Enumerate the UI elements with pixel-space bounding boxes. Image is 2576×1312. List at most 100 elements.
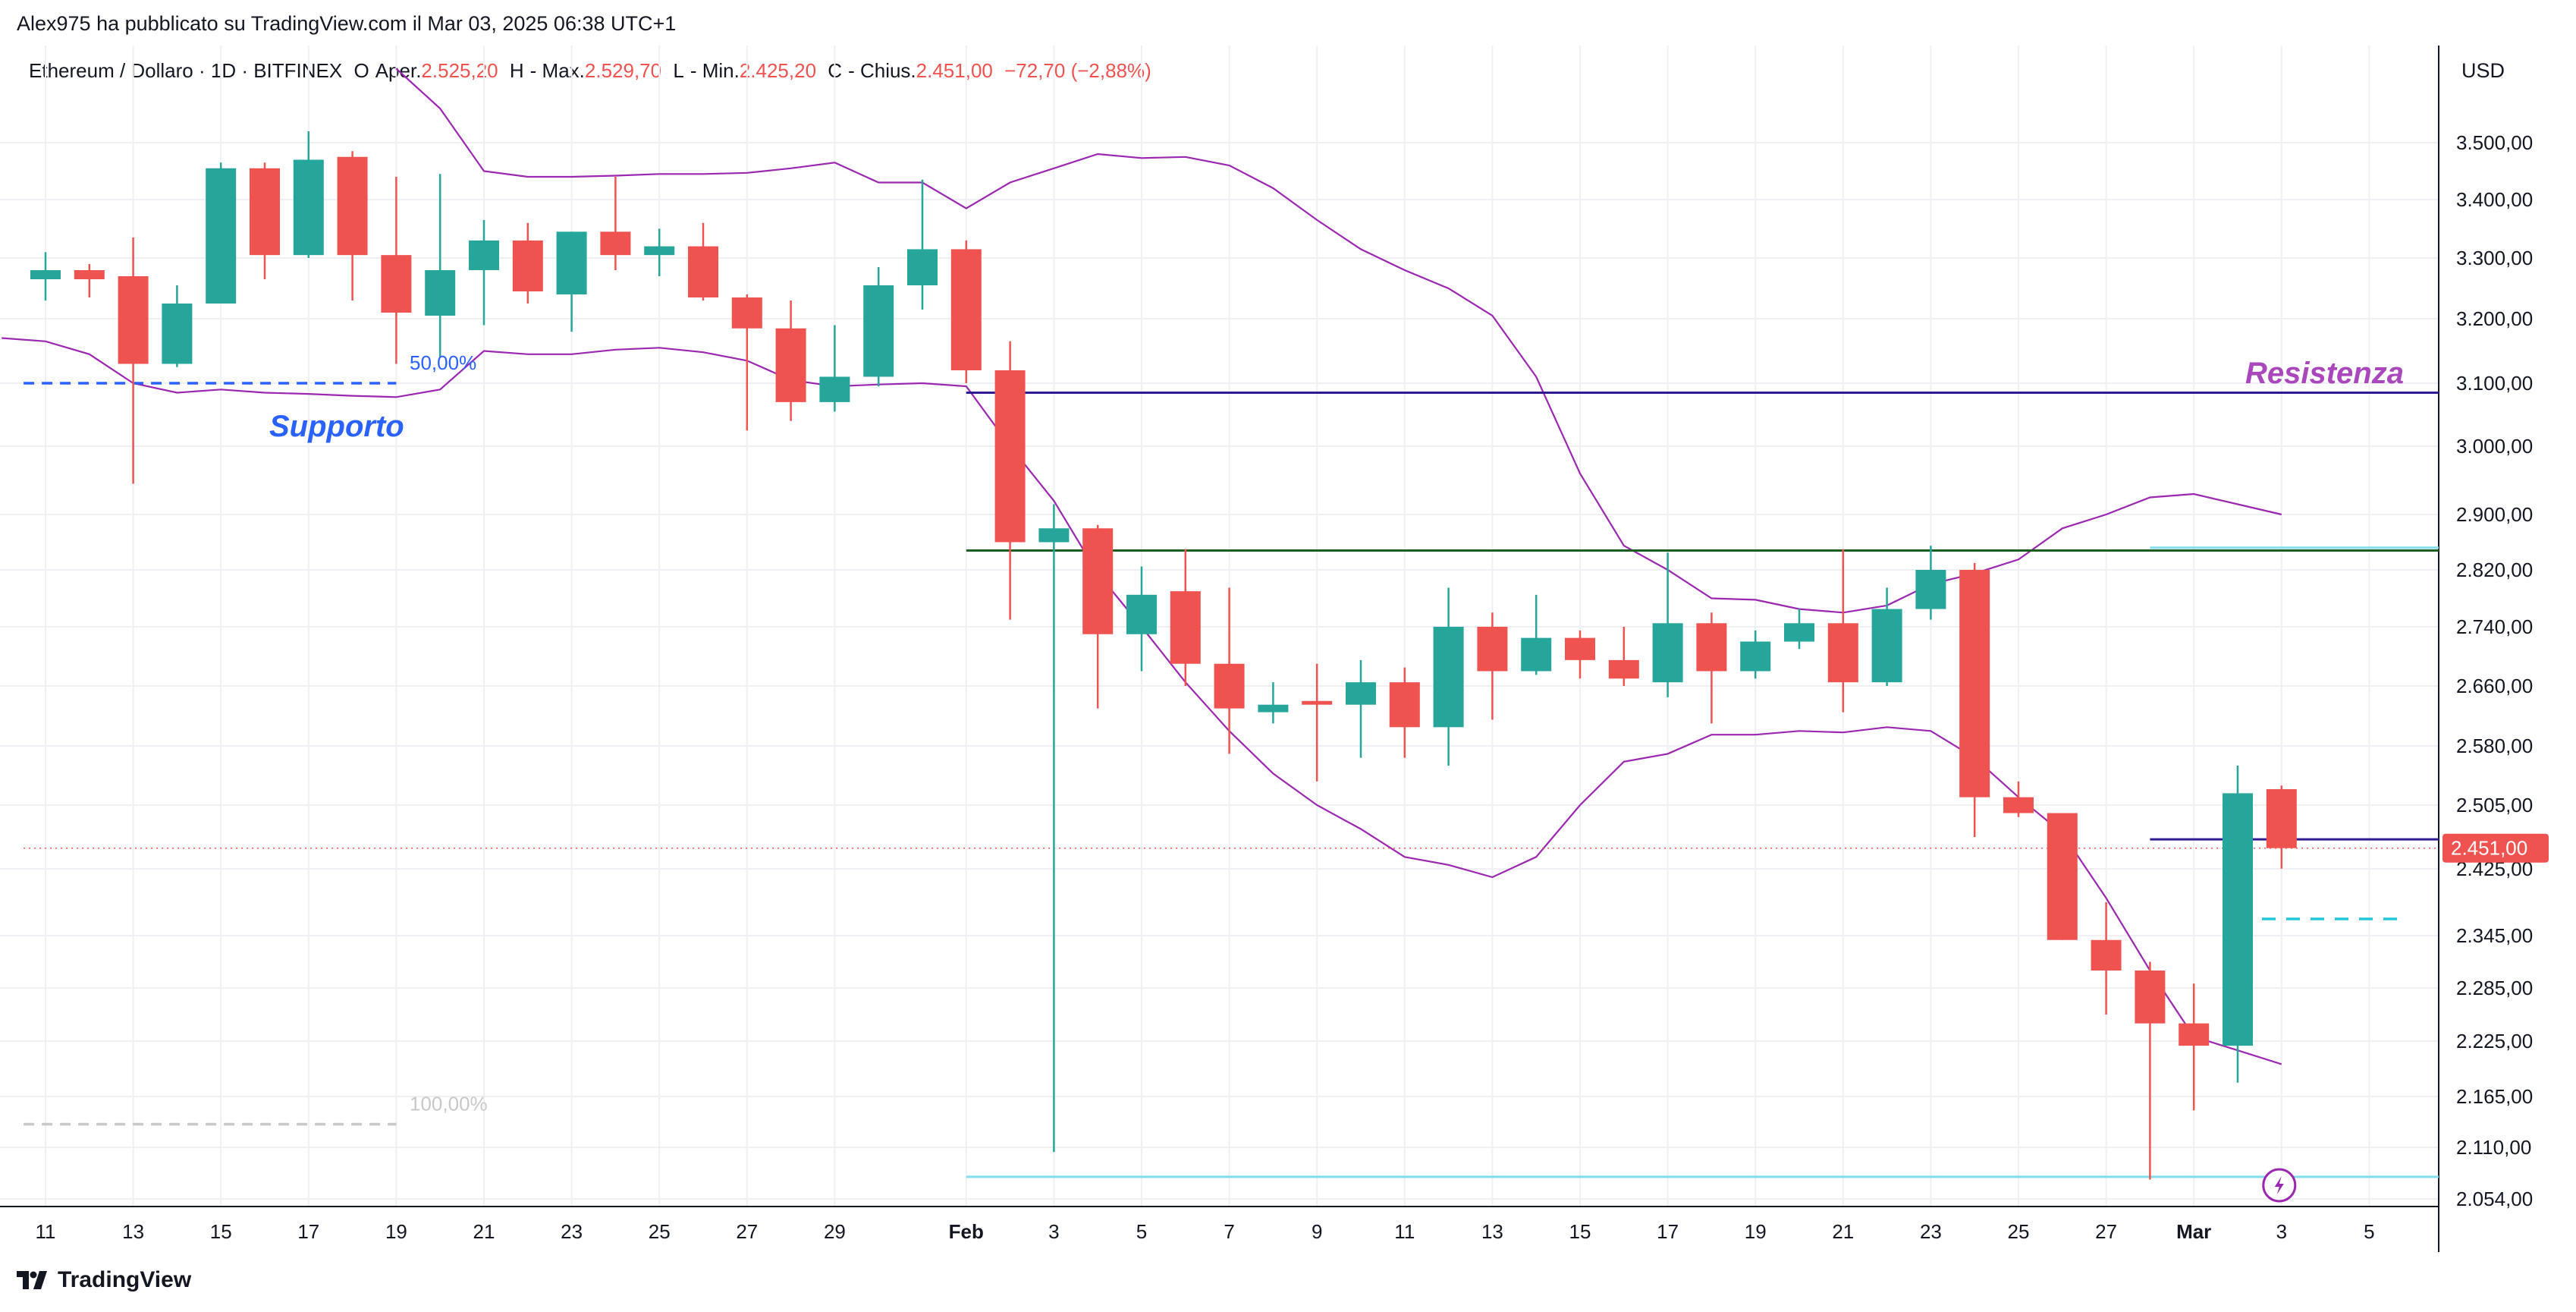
time-tick-label: 5	[2364, 1220, 2374, 1243]
time-tick-label: 3	[2276, 1220, 2287, 1243]
change-value: −72,70 (−2,88%)	[1004, 59, 1151, 82]
candle-body[interactable]	[1038, 528, 1070, 543]
candle-body[interactable]	[1652, 623, 1683, 683]
candle-body[interactable]	[2091, 939, 2122, 971]
price-tick-label: 3.300,00	[2456, 247, 2533, 269]
candle-body[interactable]	[1521, 637, 1552, 672]
candle-body[interactable]	[600, 231, 631, 256]
candle-body[interactable]	[250, 168, 280, 256]
candle-body[interactable]	[1696, 623, 1727, 672]
time-tick-label: 25	[2008, 1220, 2030, 1243]
bollinger-upper-line	[395, 68, 2282, 614]
candle-body[interactable]	[1608, 659, 1639, 679]
time-tick-label: 27	[736, 1220, 758, 1243]
candle-body[interactable]	[2266, 788, 2297, 848]
candle-body[interactable]	[293, 159, 324, 256]
time-tick-label: 3	[1048, 1220, 1059, 1243]
brand-name: TradingView	[58, 1267, 192, 1292]
last-price-label: 2.451,00	[2451, 837, 2527, 860]
open-label: O	[353, 59, 369, 82]
candle-body[interactable]	[2003, 797, 2034, 813]
time-tick-label: 5	[1136, 1220, 1147, 1243]
time-tick-label: 23	[1920, 1220, 1942, 1243]
candle-body[interactable]	[1959, 570, 1990, 798]
candle-body[interactable]	[162, 304, 193, 364]
candle-body[interactable]	[1346, 682, 1376, 705]
candle-body[interactable]	[1565, 637, 1595, 660]
currency-selector[interactable]: USD	[2461, 59, 2505, 82]
price-tick-label: 3.400,00	[2456, 188, 2533, 211]
candle-body[interactable]	[1827, 623, 1858, 683]
price-tick-label: 2.820,00	[2456, 558, 2533, 581]
price-tick-label: 2.165,00	[2456, 1085, 2533, 1108]
candle-body[interactable]	[425, 270, 456, 316]
price-tick-label: 2.345,00	[2456, 924, 2533, 947]
candle-body[interactable]	[1477, 627, 1508, 672]
candle-body[interactable]	[1871, 609, 1902, 683]
time-tick-label: 13	[122, 1220, 144, 1243]
price-tick-label: 3.200,00	[2456, 307, 2533, 330]
candle-body[interactable]	[74, 270, 105, 279]
candle-body[interactable]	[644, 246, 675, 256]
candle-body[interactable]	[994, 370, 1026, 543]
candle-body[interactable]	[337, 156, 368, 256]
lightning-icon	[2274, 1176, 2284, 1194]
time-tick-label: 27	[2095, 1220, 2117, 1243]
candle-body[interactable]	[2223, 793, 2253, 1046]
candle-body[interactable]	[1126, 594, 1157, 634]
time-tick-label: 9	[1312, 1220, 1322, 1243]
candle-body[interactable]	[819, 376, 850, 402]
candle-body[interactable]	[863, 285, 894, 377]
time-tick-label: 7	[1224, 1220, 1234, 1243]
candle-body[interactable]	[688, 246, 718, 297]
candle-body[interactable]	[1740, 641, 1771, 672]
candle-body[interactable]	[950, 249, 982, 370]
price-tick-label: 3.500,00	[2456, 131, 2533, 154]
candle-body[interactable]	[206, 168, 237, 304]
candle-body[interactable]	[1915, 570, 1946, 609]
candle-body[interactable]	[512, 240, 543, 291]
time-tick-label: 19	[1745, 1220, 1767, 1243]
time-tick-label: 17	[1657, 1220, 1679, 1243]
resistance-label: Resistenza	[2245, 357, 2404, 390]
time-tick-label: 15	[210, 1220, 232, 1243]
candle-body[interactable]	[1082, 528, 1114, 634]
candle-body[interactable]	[907, 249, 938, 285]
candle-body[interactable]	[1302, 700, 1333, 705]
candle-body[interactable]	[775, 328, 806, 402]
time-tick-label: 19	[385, 1220, 407, 1243]
tradingview-logo[interactable]: TradingView	[17, 1267, 191, 1293]
time-tick-label: 11	[36, 1220, 56, 1243]
price-tick-label: 2.110,00	[2456, 1136, 2531, 1159]
time-tick-label: 11	[1394, 1220, 1415, 1243]
candle-body[interactable]	[731, 297, 762, 329]
price-tick-label: 2.580,00	[2456, 735, 2533, 757]
time-tick-label: 21	[1832, 1220, 1854, 1243]
time-tick-label: 15	[1569, 1220, 1591, 1243]
candle-body[interactable]	[2135, 971, 2166, 1024]
time-tick-label: Feb	[949, 1220, 984, 1243]
time-tick-label: 13	[1481, 1220, 1503, 1243]
candle-body[interactable]	[30, 270, 61, 279]
time-tick-label: 23	[561, 1220, 583, 1243]
candle-body[interactable]	[1389, 682, 1420, 728]
low-label: L	[673, 59, 684, 82]
symbol-name[interactable]: Ethereum / Dollaro · 1D · BITFINEX	[29, 59, 343, 82]
candle-body[interactable]	[2047, 813, 2078, 940]
candle-body[interactable]	[1433, 627, 1464, 728]
tradingview-logo-icon	[17, 1271, 47, 1289]
high-text: Max.	[542, 59, 585, 82]
candle-body[interactable]	[556, 231, 587, 294]
price-tick-label: 2.740,00	[2456, 615, 2533, 638]
candle-body[interactable]	[2179, 1023, 2210, 1046]
fib-50-label: 50,00%	[410, 351, 476, 374]
close-text: Chius.	[859, 59, 916, 82]
candle-body[interactable]	[1214, 663, 1245, 709]
candle-body[interactable]	[1258, 704, 1289, 713]
candle-body[interactable]	[118, 276, 149, 364]
candle-body[interactable]	[381, 255, 412, 313]
candle-body[interactable]	[1784, 623, 1814, 642]
candle-body[interactable]	[469, 240, 499, 270]
candle-body[interactable]	[1170, 591, 1201, 664]
